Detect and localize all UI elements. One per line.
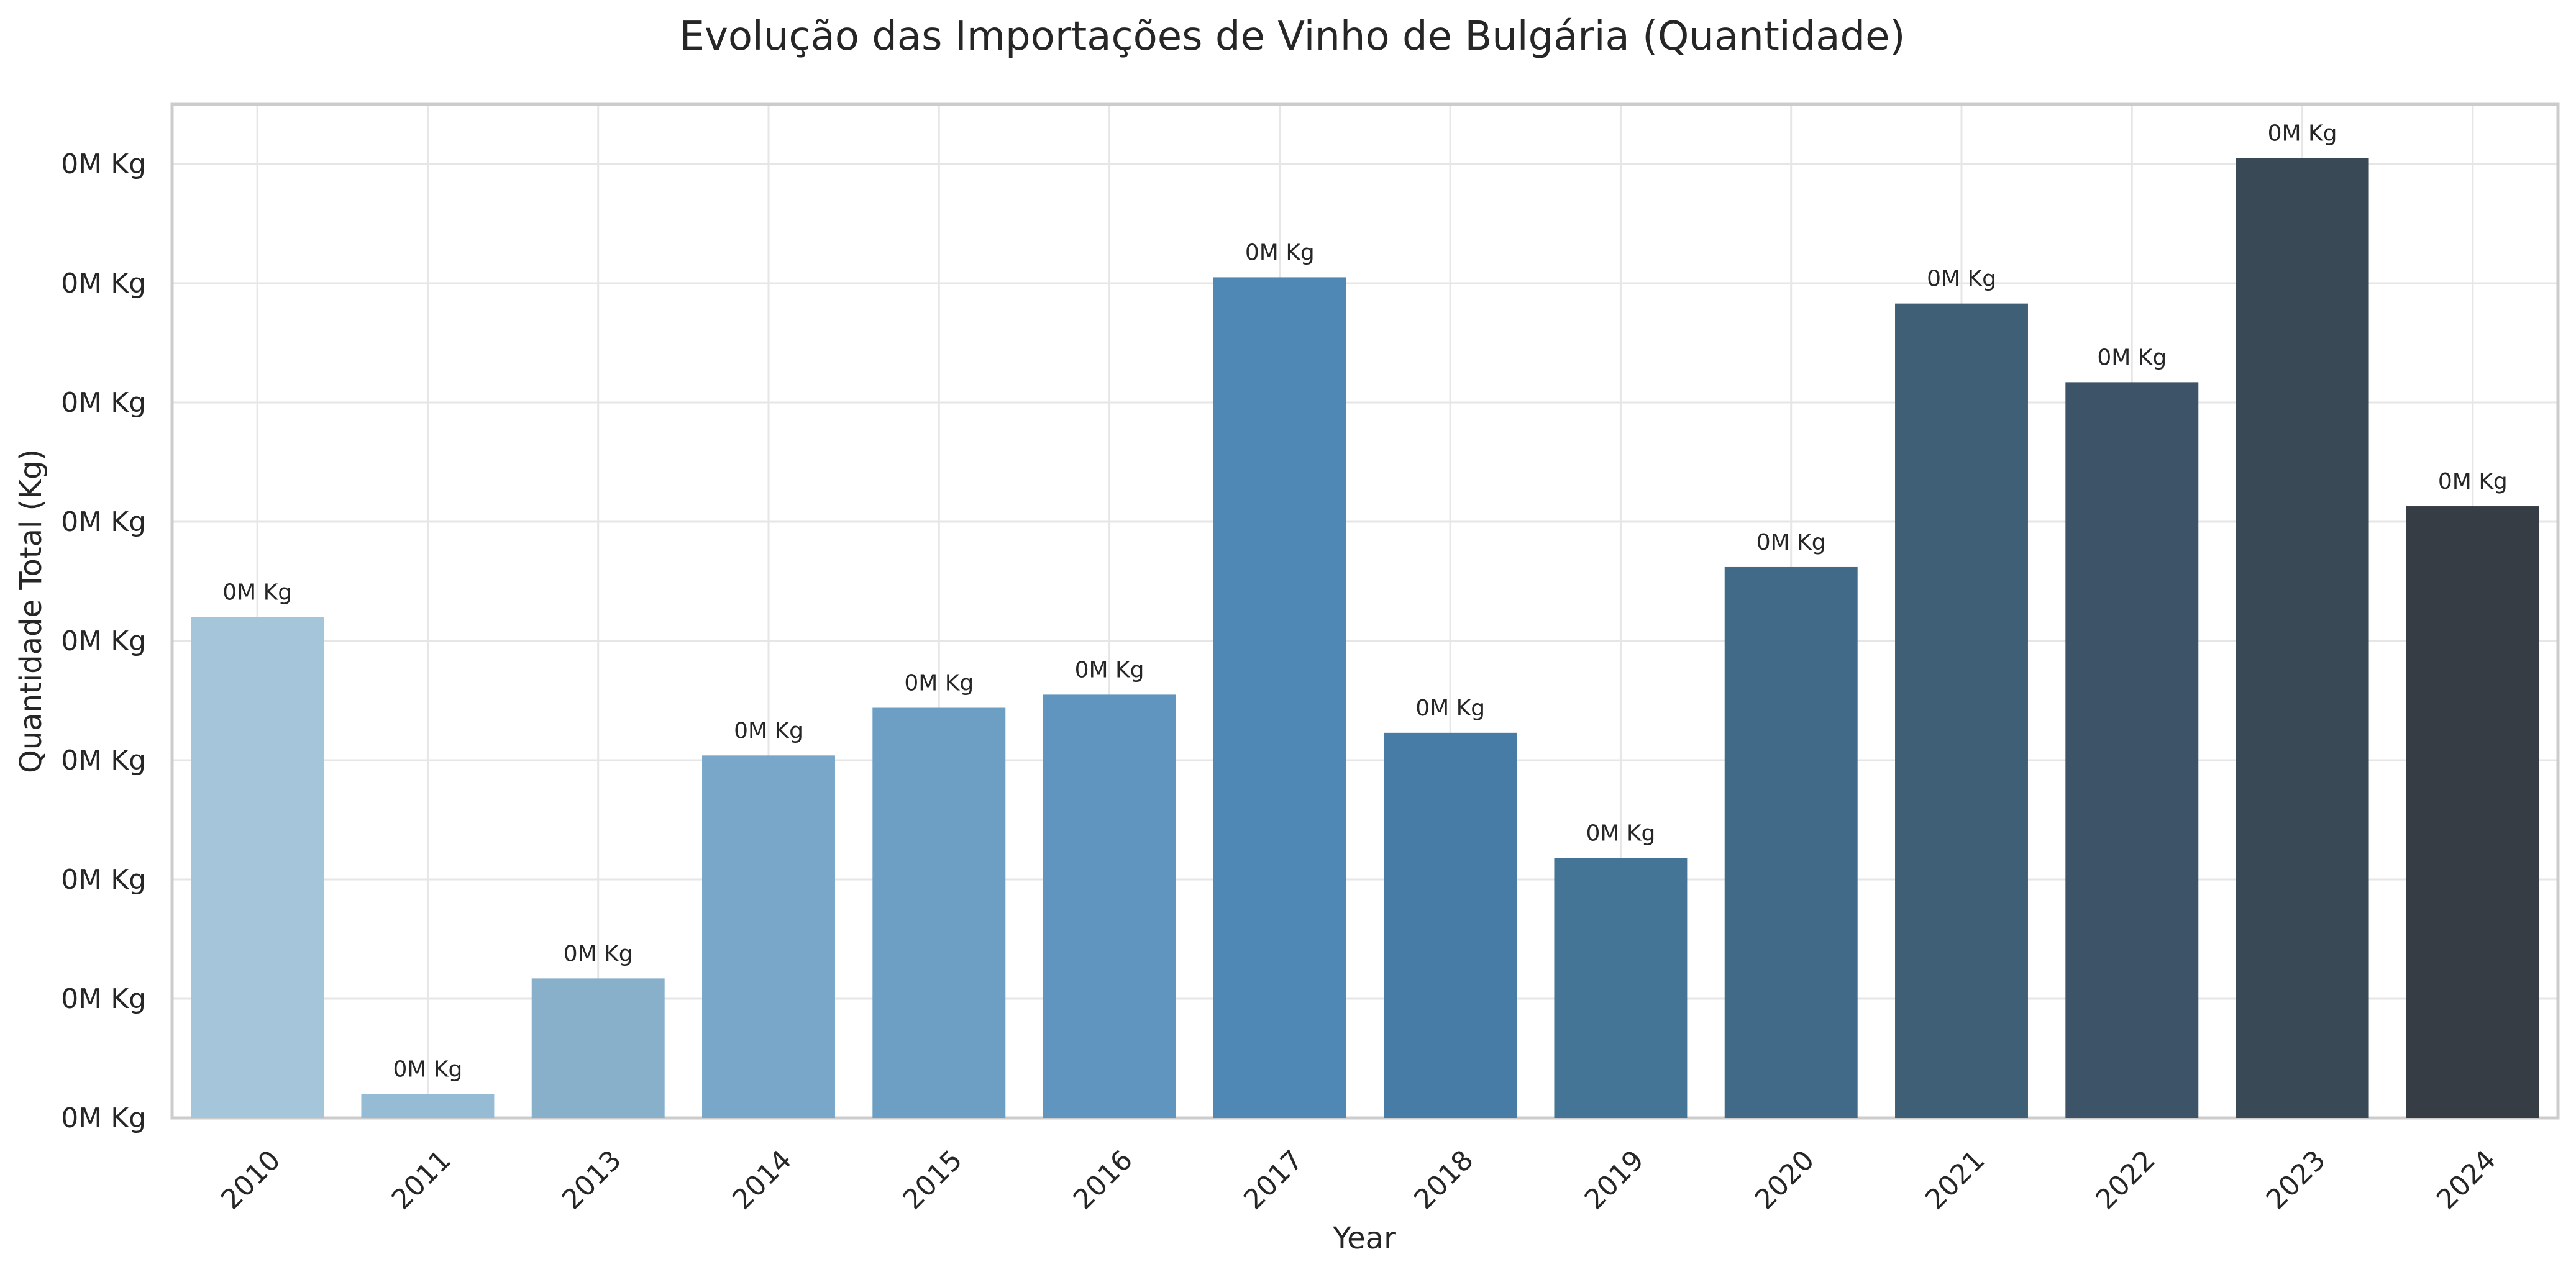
bar-2018 — [1384, 732, 1517, 1118]
bar-value-label: 0M Kg — [2097, 345, 2167, 370]
bar-value-label: 0M Kg — [734, 718, 803, 743]
x-tick-label: 2013 — [556, 1144, 628, 1215]
bar-value-label: 0M Kg — [1927, 266, 1996, 292]
x-tick-label: 2019 — [1579, 1144, 1650, 1215]
x-tick-label: 2020 — [1749, 1144, 1820, 1215]
x-tick-label: 2017 — [1238, 1144, 1309, 1215]
x-tick-label: 2022 — [2090, 1144, 2161, 1215]
bar-value-label: 0M Kg — [1415, 696, 1485, 721]
y-tick-label: 0M Kg — [61, 745, 146, 776]
bar-value-label: 0M Kg — [393, 1057, 462, 1083]
bar-2020 — [1724, 566, 1858, 1118]
bar-labels-layer: 0M Kg 0M Kg 0M Kg 0M Kg 0M Kg 0M Kg 0M Kg 0M Kg… — [222, 120, 2508, 1082]
bar-2010 — [191, 617, 324, 1118]
x-tick-labels: 2010 2011 2013 2014 2015 2016 2017 2018 2019 2020… — [215, 1144, 2502, 1215]
bar-2017 — [1213, 277, 1346, 1118]
bar-value-label: 0M Kg — [1586, 820, 1655, 846]
bar-2016 — [1043, 694, 1176, 1118]
bar-2013 — [531, 978, 665, 1118]
bar-value-label: 0M Kg — [222, 580, 292, 606]
x-tick-label: 2010 — [215, 1144, 286, 1215]
bar-2014 — [702, 755, 835, 1118]
x-tick-label: 2021 — [1919, 1144, 1991, 1215]
y-tick-label: 0M Kg — [61, 387, 146, 419]
bar-2011 — [361, 1094, 495, 1118]
y-axis-label: Quantidade Total (Kg) — [14, 449, 48, 773]
x-axis-label: Year — [1332, 1221, 1396, 1256]
bar-2021 — [1895, 303, 2028, 1118]
x-tick-label: 2023 — [2260, 1144, 2332, 1215]
bar-value-label: 0M Kg — [1245, 240, 1315, 265]
y-tick-label: 0M Kg — [61, 268, 146, 299]
y-tick-labels: 0M Kg 0M Kg 0M Kg 0M Kg 0M Kg 0M Kg 0M Kg 0M Kg… — [61, 148, 146, 1134]
plot-frame — [170, 102, 2560, 1120]
bar-value-label: 0M Kg — [2438, 469, 2508, 494]
bar-value-label: 0M Kg — [2268, 120, 2337, 146]
y-tick-label: 0M Kg — [61, 148, 146, 180]
bars-layer — [191, 158, 2539, 1118]
x-tick-label: 2016 — [1067, 1144, 1139, 1215]
bar-2015 — [872, 707, 1006, 1118]
y-tick-label: 0M Kg — [61, 625, 146, 657]
bar-value-label: 0M Kg — [564, 941, 633, 966]
y-tick-label: 0M Kg — [61, 864, 146, 896]
chart-title: Evolução das Importações de Vinho de Bul… — [680, 14, 1906, 60]
bar-value-label: 0M Kg — [904, 671, 974, 696]
x-tick-label: 2015 — [897, 1144, 968, 1215]
y-tick-label: 0M Kg — [61, 983, 146, 1015]
bar-2019 — [1554, 858, 1688, 1118]
y-tick-label: 0M Kg — [61, 506, 146, 538]
grid-layer — [172, 104, 2558, 1119]
x-tick-label: 2014 — [726, 1144, 798, 1215]
bar-value-label: 0M Kg — [1756, 530, 1826, 555]
bar-2024 — [2406, 506, 2539, 1118]
y-tick-label: 0M Kg — [61, 1102, 146, 1134]
bar-2022 — [2065, 382, 2199, 1118]
x-tick-label: 2011 — [386, 1144, 457, 1215]
x-tick-label: 2018 — [1408, 1144, 1479, 1215]
x-tick-label: 2024 — [2431, 1144, 2502, 1215]
bar-value-label: 0M Kg — [1075, 657, 1144, 683]
bar-2023 — [2236, 158, 2369, 1118]
